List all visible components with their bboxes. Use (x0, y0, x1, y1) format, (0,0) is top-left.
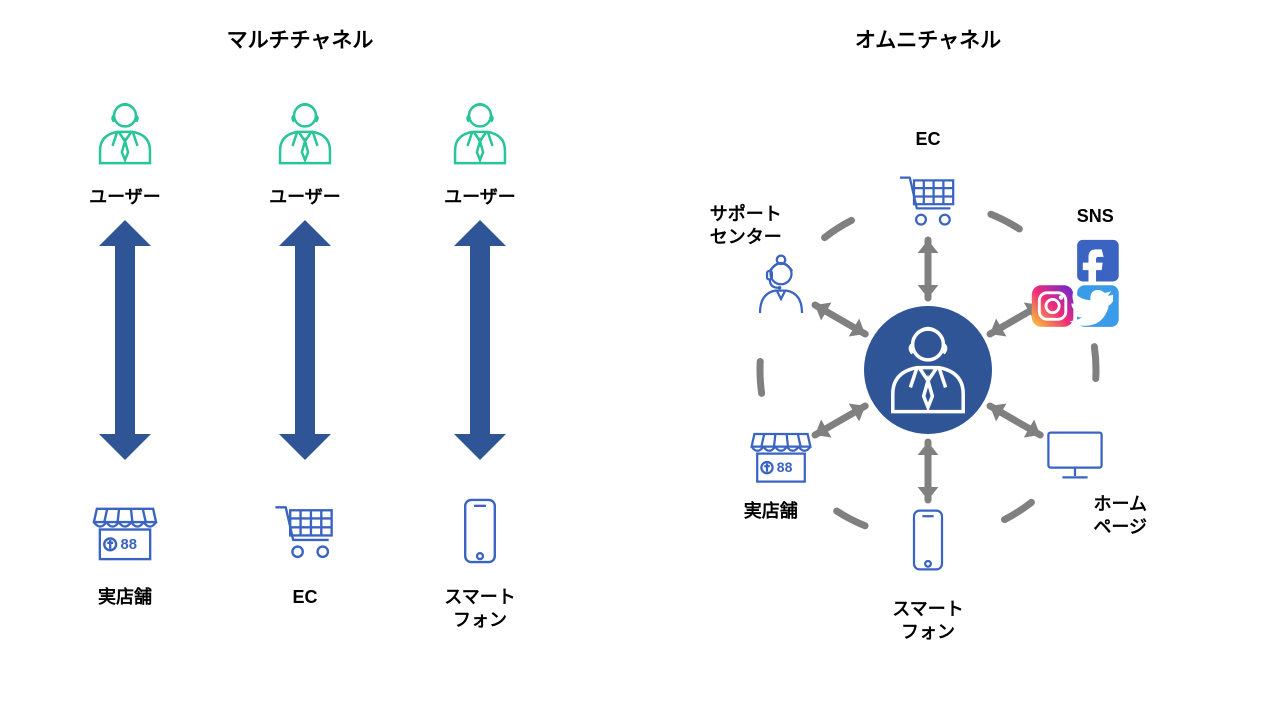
omni-node-label: ホーム ページ (1040, 493, 1200, 538)
omni-node-label: サポート センター (666, 203, 826, 248)
omni-node-label: スマート フォン (848, 598, 1008, 643)
right-title: オムニチャネル (808, 24, 1048, 54)
channel-label: スマート フォン (400, 586, 560, 631)
spoke-arrow-icon (911, 223, 945, 315)
support-icon (746, 250, 816, 320)
omni-node-label: SNS (1015, 205, 1175, 228)
monitor-icon (1040, 420, 1110, 490)
channel-label: 実店舗 (45, 586, 205, 609)
user-label: ユーザー (235, 186, 375, 209)
user-label: ユーザー (55, 186, 195, 209)
user-icon (873, 317, 983, 427)
svg-text:88: 88 (777, 459, 793, 475)
double-arrow-icon (454, 220, 506, 460)
svg-text:88: 88 (121, 537, 137, 553)
cart-icon (893, 165, 963, 235)
user-icon (441, 96, 519, 174)
user-label: ユーザー (410, 186, 550, 209)
cart-icon (268, 494, 342, 568)
phone-icon (443, 494, 517, 568)
user-icon (86, 96, 164, 174)
store-icon: 88 (746, 420, 816, 490)
omni-node-label: 実店舗 (691, 500, 851, 523)
phone-icon (893, 505, 963, 575)
spoke-arrow-icon (911, 425, 945, 517)
user-icon (266, 96, 344, 174)
omni-node-label: EC (848, 128, 1008, 151)
double-arrow-icon (99, 220, 151, 460)
double-arrow-icon (279, 220, 331, 460)
sns-icon (1028, 238, 1123, 333)
store-icon: 88 (88, 494, 162, 568)
left-title: マルチチャネル (180, 24, 420, 54)
channel-label: EC (225, 586, 385, 609)
